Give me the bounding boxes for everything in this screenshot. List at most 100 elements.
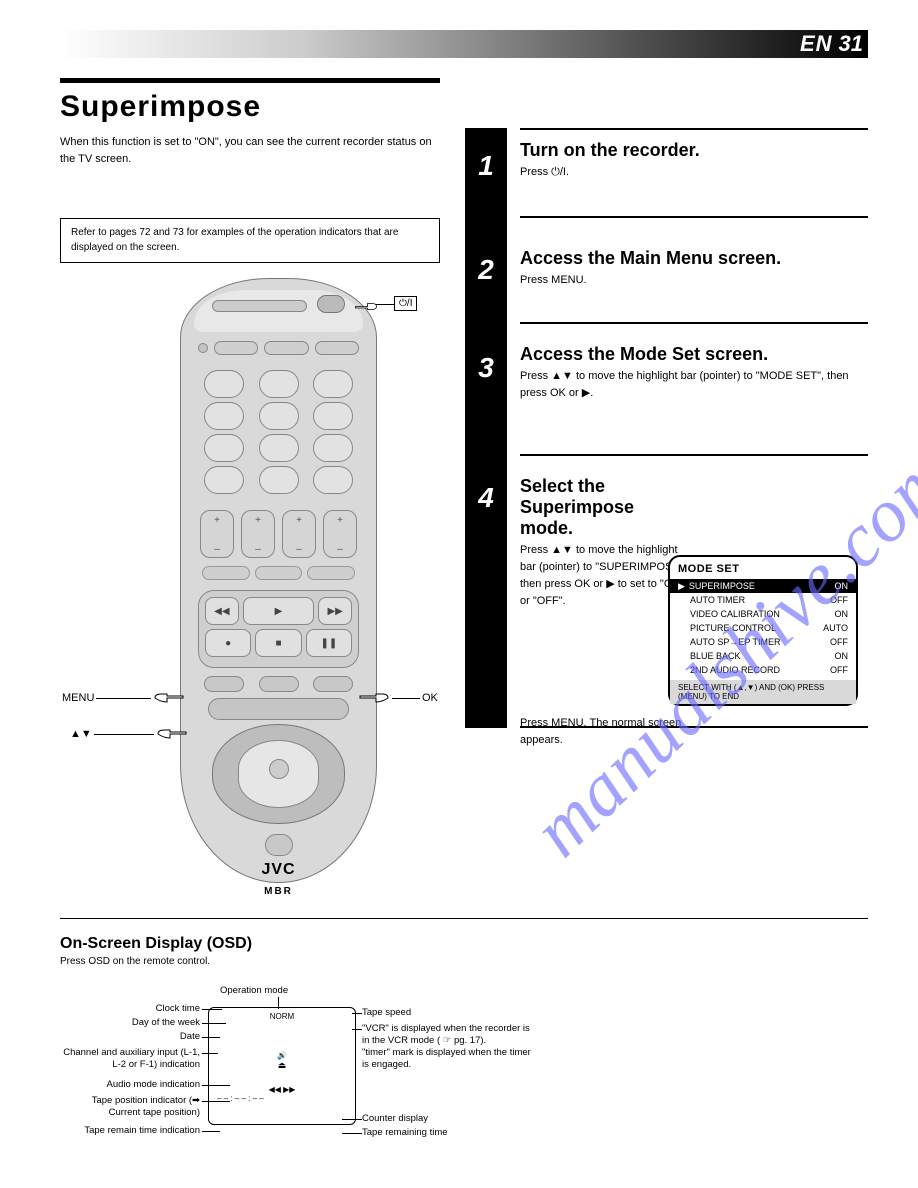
mid-pill-btn[interactable] [259,676,299,692]
leader-line [96,698,151,699]
mode-label: PICTURE CONTROL [690,623,776,633]
step-1: Turn on the recorder. Press ⏻/I. [520,140,868,181]
step-title: Select the Superimpose mode. [520,476,690,539]
osd-lbl-clock: Clock time [60,1003,200,1015]
page-header: EN 31 [800,30,863,58]
mode-label: BLUE BACK [690,651,741,661]
num-btn[interactable] [259,402,299,430]
osd-mode: NORM [213,1012,351,1021]
small-btn[interactable] [255,566,303,580]
stop-btn[interactable]: ■ [255,629,301,657]
num-btn[interactable] [259,370,299,398]
remote-pill-btn[interactable] [214,341,258,355]
osd-title: On-Screen Display (OSD) [60,935,252,953]
step-foot: Press MENU. The normal screen appears. [520,715,690,749]
num-btn[interactable] [313,402,353,430]
menu-bar[interactable] [208,698,349,720]
mode-set-screen: MODE SET ▶ SUPERIMPOSE ON AUTO TIMER OFF… [668,555,858,706]
ok-label: OK [422,692,438,704]
mode-foot: SELECT WITH (▲,▼) AND (OK) PRESS (MENU) … [670,680,856,704]
header-gradient [60,30,868,58]
arrow-label-group: ▲▼ [70,724,188,744]
small-btn[interactable] [307,566,355,580]
remote-pill-btn[interactable] [264,341,308,355]
osd-subtitle: Press OSD on the remote control. [60,956,210,967]
ref-box: Refer to pages 72 and 73 for examples of… [60,218,440,263]
remote-eject-pill [212,300,307,312]
play-btn[interactable]: ▶ [243,597,315,625]
step-title: Access the Main Menu screen. [520,248,868,269]
osd-counter: – – : – – : – – [213,1094,351,1103]
intro-text: When this function is set to "ON", you c… [60,134,440,167]
rocker-btn[interactable] [200,510,234,558]
step-rule [520,128,868,130]
rocker-btn[interactable] [241,510,275,558]
mode-val: ON [835,651,849,661]
remote-led [198,343,208,353]
num-btn[interactable] [313,434,353,462]
leader-line [94,734,154,735]
rocker-btn[interactable] [282,510,316,558]
step-rule [520,454,868,456]
step-body: Press ⏻/I. [520,164,868,181]
num-btn[interactable] [259,434,299,462]
num-btn[interactable] [313,370,353,398]
mode-val: ON [835,581,849,591]
osd-leader [202,1023,226,1024]
pointer-icon: ▶ [678,582,685,591]
step-body: Press ▲▼ to move the highlight bar (poin… [520,368,868,402]
power-icon: ⏻/I [399,298,412,309]
remote-small-row [202,566,355,580]
step-num: 2 [465,254,507,286]
num-btn[interactable] [204,402,244,430]
osd-lbl-chan: Channel and auxiliary input (L-1, L-2 or… [60,1047,200,1071]
step-body: Press ▲▼ to move the highlight bar (poin… [520,542,690,610]
remote-top [194,290,363,332]
section-title: Superimpose [60,90,261,124]
shuttle-ring[interactable] [212,724,345,824]
step-rule [520,726,868,728]
num-btn[interactable] [313,466,353,494]
rew-btn[interactable]: ◀◀ [205,597,239,625]
num-btn[interactable] [204,466,244,494]
mode-label: AUTO SP→EP TIMER [690,637,781,647]
pause-btn[interactable]: ❚❚ [306,629,352,657]
num-btn[interactable] [204,370,244,398]
arrow-label: ▲▼ [70,728,92,740]
mbr-label: MBR [180,886,377,897]
power-button[interactable] [317,295,345,313]
mid-pills [204,676,353,692]
ok-button[interactable] [269,759,289,779]
num-btn[interactable] [259,466,299,494]
mode-val: AUTO [823,623,848,633]
step-num: 3 [465,352,507,384]
remote-pill-btn[interactable] [315,341,359,355]
num-btn[interactable] [204,434,244,462]
star-button[interactable] [265,834,293,856]
osd-leader [202,1009,222,1010]
mode-val: OFF [830,595,848,605]
osd-leader [278,997,279,1009]
rec-btn[interactable]: ● [205,629,251,657]
ff-btn[interactable]: ▶▶ [318,597,352,625]
step-rule [520,216,868,218]
mode-label: VIDEO CALIBRATION [690,609,780,619]
mode-label: SUPERIMPOSE [689,581,755,591]
small-btn[interactable] [202,566,250,580]
mode-label: 2ND AUDIO RECORD [690,665,780,675]
mid-pill-btn[interactable] [204,676,244,692]
mid-pill-btn[interactable] [313,676,353,692]
osd-lbl-day: Day of the week [60,1017,200,1029]
rocker-btn[interactable] [323,510,357,558]
osd-lbl-speed: Tape speed [362,1007,522,1019]
step-3: Access the Mode Set screen. Press ▲▼ to … [520,344,868,402]
osd-lbl-mode: Operation mode [220,985,340,997]
step-black-strip: 1 2 3 4 [465,128,507,728]
osd-screen: NORM 🔊 ⏏ ◀◀ ▶▶ – – : – – : – – [208,1007,356,1125]
osd-arrows: ◀◀ ▶▶ [213,1085,351,1094]
page-lang: EN [800,31,833,57]
step-2: Access the Main Menu screen. Press MENU. [520,248,868,289]
speaker-icon: 🔊 [213,1051,351,1060]
mode-row: BLUE BACK ON [670,649,856,663]
osd-diagram: NORM 🔊 ⏏ ◀◀ ▶▶ – – : – – : – – Clock tim… [60,985,530,1175]
